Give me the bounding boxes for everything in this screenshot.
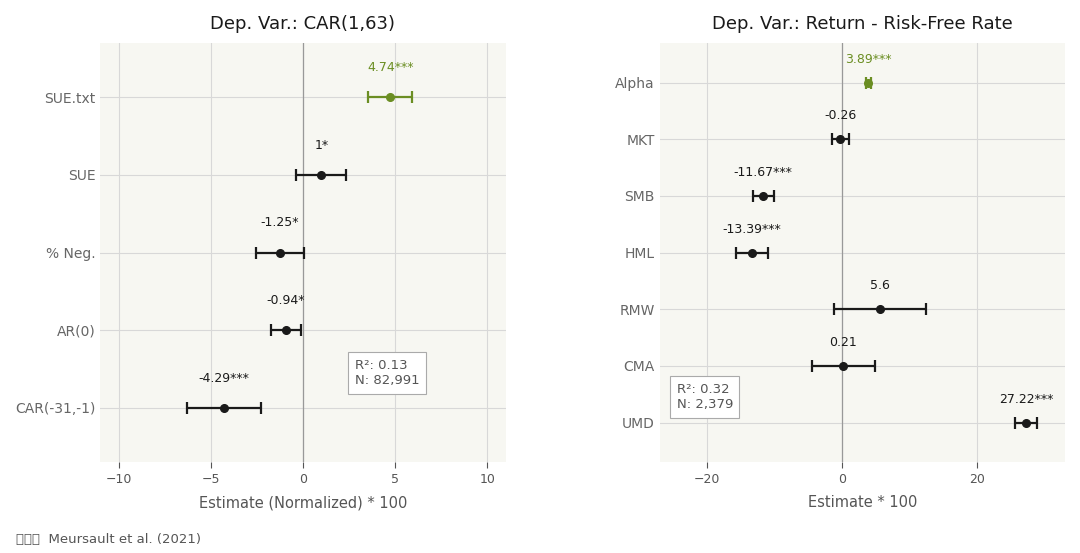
Text: -4.29***: -4.29*** (199, 372, 249, 384)
Text: 0.21: 0.21 (829, 336, 858, 349)
Text: -0.94*: -0.94* (267, 294, 305, 307)
Text: 3.89***: 3.89*** (845, 53, 892, 66)
Title: Dep. Var.: Return - Risk-Free Rate: Dep. Var.: Return - Risk-Free Rate (712, 15, 1013, 33)
Text: -11.67***: -11.67*** (733, 166, 793, 179)
X-axis label: Estimate * 100: Estimate * 100 (808, 495, 917, 510)
Title: Dep. Var.: CAR(1,63): Dep. Var.: CAR(1,63) (211, 15, 395, 33)
Text: -0.26: -0.26 (824, 109, 856, 122)
Text: R²: 0.13
N: 82,991: R²: 0.13 N: 82,991 (354, 359, 419, 387)
X-axis label: Estimate (Normalized) * 100: Estimate (Normalized) * 100 (199, 495, 407, 510)
Text: -13.39***: -13.39*** (723, 222, 781, 236)
Text: 5.6: 5.6 (870, 279, 890, 292)
Text: 4.74***: 4.74*** (367, 61, 414, 74)
Text: R²: 0.32
N: 2,379: R²: 0.32 N: 2,379 (676, 383, 733, 411)
Text: -1.25*: -1.25* (260, 216, 299, 229)
Text: 1*: 1* (314, 139, 328, 152)
Text: 27.22***: 27.22*** (999, 393, 1053, 405)
Text: 出处：  Meursault et al. (2021): 出处： Meursault et al. (2021) (16, 533, 201, 546)
